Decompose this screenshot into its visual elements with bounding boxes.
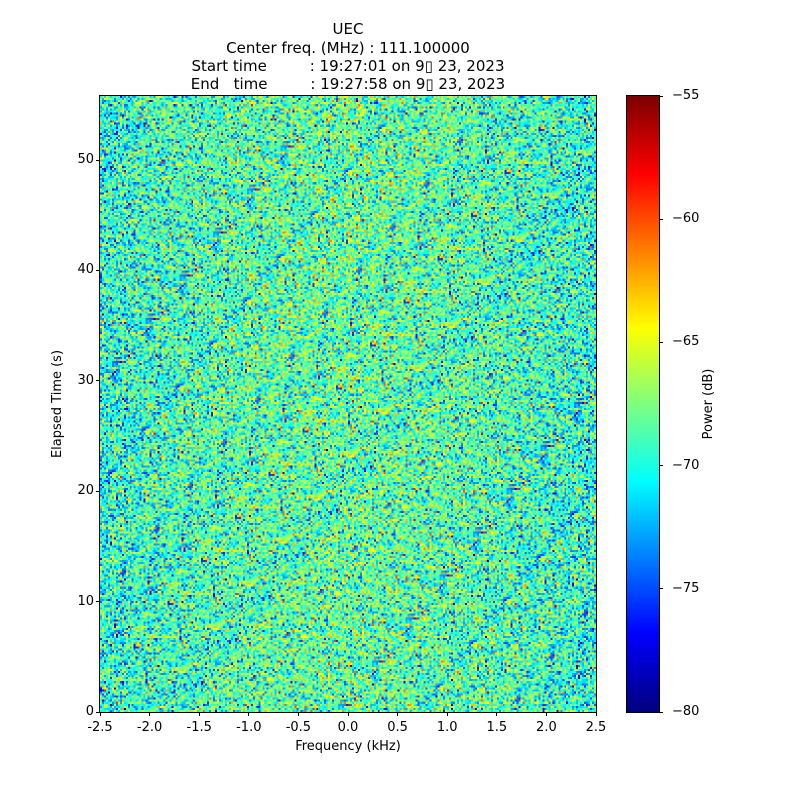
chart-title-line-2: Center freq. (MHz) : 111.100000 bbox=[226, 39, 470, 57]
colorbar-tick-mark bbox=[659, 218, 663, 220]
x-tick-label: -1.5 bbox=[186, 720, 212, 735]
x-tick-mark bbox=[297, 712, 299, 716]
x-tick-label: 0.0 bbox=[337, 720, 359, 735]
y-tick-mark bbox=[96, 380, 100, 382]
colorbar-tick-label: −80 bbox=[672, 704, 700, 719]
x-tick-label: -0.5 bbox=[285, 720, 312, 735]
y-tick-label: 20 bbox=[77, 483, 94, 499]
colorbar-label: Power (dB) bbox=[701, 368, 716, 440]
x-tick-label: 1.0 bbox=[436, 720, 458, 735]
colorbar-tick-mark bbox=[659, 341, 663, 343]
x-tick-mark bbox=[198, 712, 200, 716]
colorbar-tick-mark bbox=[659, 465, 663, 467]
colorbar-tick-label: −55 bbox=[672, 88, 700, 103]
y-tick-mark bbox=[96, 490, 100, 492]
colorbar-tick-label: −75 bbox=[672, 580, 700, 596]
y-axis-label: Elapsed Time (s) bbox=[50, 349, 65, 459]
x-tick-mark bbox=[149, 712, 151, 716]
chart-title-line-1: UEC bbox=[332, 20, 364, 38]
y-tick-label: 40 bbox=[77, 262, 94, 278]
colorbar-tick-label: −65 bbox=[672, 334, 700, 350]
x-tick-label: 2.5 bbox=[585, 720, 607, 735]
colorbar bbox=[626, 95, 660, 713]
x-tick-mark bbox=[446, 712, 448, 716]
x-tick-mark bbox=[397, 712, 399, 716]
x-tick-mark bbox=[545, 712, 547, 716]
colorbar-tick-mark bbox=[659, 711, 663, 713]
x-axis-label: Frequency (kHz) bbox=[295, 739, 401, 754]
x-tick-label: -2.0 bbox=[136, 720, 163, 735]
chart-title-line-4: End time : 19:27:58 on 9▯ 23, 2023 bbox=[190, 75, 506, 93]
y-tick-label: 50 bbox=[77, 152, 94, 168]
colorbar-tick-label: −60 bbox=[672, 211, 700, 227]
x-tick-label: -1.0 bbox=[236, 720, 262, 735]
chart-title-line-3: Start time : 19:27:01 on 9▯ 23, 2023 bbox=[191, 57, 505, 75]
x-tick-label: 1.5 bbox=[486, 720, 508, 735]
y-tick-mark bbox=[96, 601, 100, 603]
x-tick-label: 0.5 bbox=[387, 720, 408, 735]
y-tick-label: 10 bbox=[77, 593, 94, 609]
x-tick-label: -2.5 bbox=[87, 720, 113, 735]
x-tick-mark bbox=[347, 712, 349, 716]
x-tick-mark bbox=[595, 712, 597, 716]
colorbar-tick-mark bbox=[659, 95, 663, 97]
colorbar-tick-mark bbox=[659, 588, 663, 590]
y-tick-label: 30 bbox=[77, 372, 94, 388]
y-tick-mark bbox=[96, 159, 100, 161]
x-tick-mark bbox=[99, 712, 101, 716]
y-tick-mark bbox=[96, 269, 100, 271]
x-tick-mark bbox=[248, 712, 250, 716]
x-tick-mark bbox=[496, 712, 498, 716]
colorbar-tick-label: −70 bbox=[672, 457, 700, 473]
x-tick-label: 2.0 bbox=[536, 720, 557, 735]
spectrogram-heatmap bbox=[99, 95, 597, 713]
y-tick-label: 0 bbox=[85, 704, 94, 719]
y-tick-mark bbox=[96, 711, 100, 713]
